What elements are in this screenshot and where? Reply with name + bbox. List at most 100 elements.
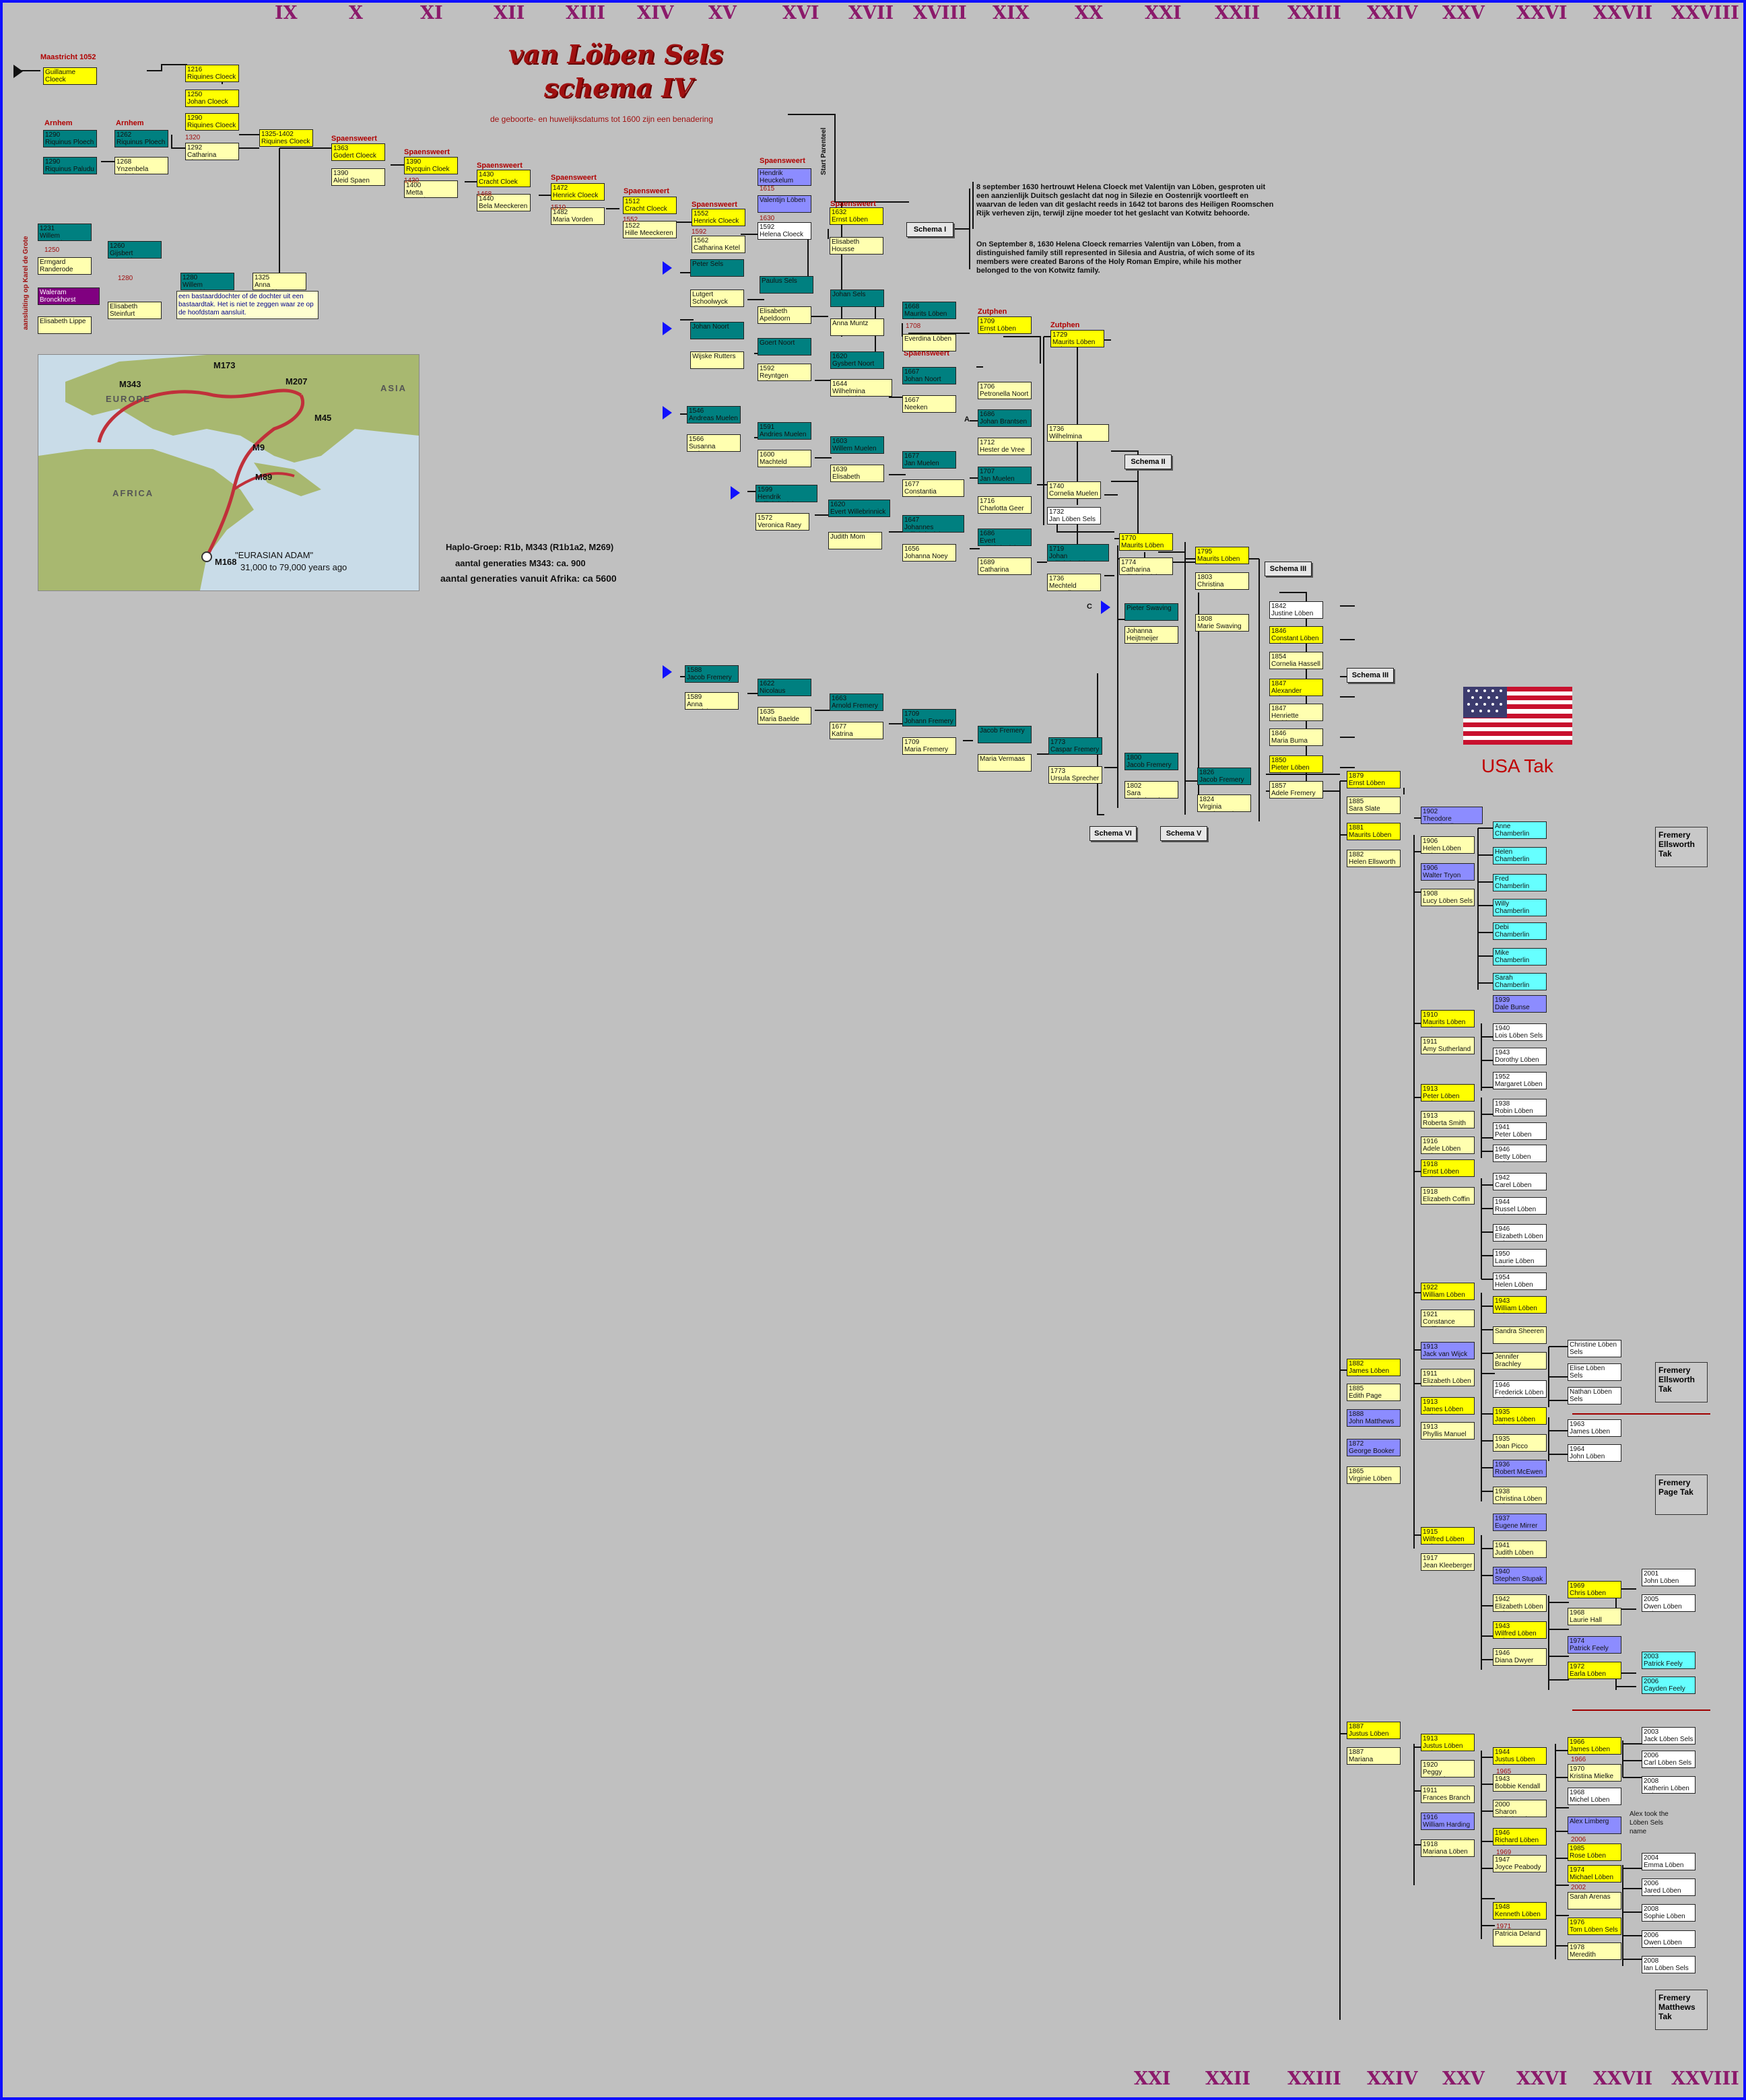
person-box[interactable]: 1732 Jan Löben Sels: [1047, 507, 1101, 524]
person-box[interactable]: Paulus Sels: [760, 276, 813, 294]
person-box[interactable]: 1656 Johanna Noey: [902, 544, 956, 562]
person-box[interactable]: 1667 Johan Noort: [902, 367, 956, 384]
person-box[interactable]: 1911 Amy Sutherland: [1421, 1037, 1475, 1054]
person-box[interactable]: 1976 Tom Löben Sels: [1568, 1918, 1621, 1935]
person-box[interactable]: 1773 Ursula Sprecher: [1048, 766, 1102, 784]
branch-arrow-icon[interactable]: [1101, 601, 1110, 614]
schema-link-vi[interactable]: Schema VI: [1089, 826, 1137, 841]
person-box[interactable]: 2008 Ian Löben Sels: [1642, 1956, 1695, 1973]
person-box[interactable]: Ermgard Randerode: [38, 257, 92, 275]
person-box[interactable]: 1968 Laurie Hall: [1568, 1608, 1621, 1625]
person-box[interactable]: 1677 Jan Muelen: [902, 451, 956, 469]
person-box[interactable]: Goert Noort: [758, 338, 811, 355]
person-box[interactable]: 1911 Frances Branch: [1421, 1786, 1475, 1803]
person-box[interactable]: Elisabeth Apeldoorn: [758, 306, 811, 324]
person-box[interactable]: 1620 Evert Willebrinnick: [828, 500, 890, 517]
person-box[interactable]: 1709 Maria Fremery: [902, 737, 956, 755]
person-box[interactable]: 1913 Phyllis Manuel: [1421, 1422, 1475, 1439]
person-box[interactable]: Elisabeth Steinfurt: [108, 302, 162, 319]
person-box[interactable]: 1826 Jacob Fremery: [1197, 768, 1251, 785]
person-box[interactable]: 1546 Andreas Muelen: [687, 406, 741, 424]
person-box[interactable]: 1390 Rycquin Cloek: [404, 157, 458, 174]
person-box[interactable]: 1808 Marie Swaving: [1195, 614, 1249, 632]
branch-arrow-icon[interactable]: [663, 322, 672, 335]
person-box[interactable]: Christine Löben Sels: [1568, 1340, 1621, 1357]
person-box[interactable]: 1857 Adele Fremery: [1269, 781, 1323, 799]
person-box[interactable]: 1706 Petronella Noort: [978, 382, 1032, 399]
person-box[interactable]: 1906 Walter Tryon: [1421, 863, 1475, 881]
person-box[interactable]: 1603 Willem Muelen: [830, 436, 884, 454]
person-box[interactable]: 1773 Caspar Fremery: [1048, 737, 1102, 755]
person-box[interactable]: Valentijn Löben: [758, 195, 811, 213]
person-box[interactable]: 1940 Stephen Stupak: [1493, 1567, 1547, 1584]
person-box[interactable]: Nathan Löben Sels: [1568, 1387, 1621, 1404]
person-box[interactable]: 1562 Catharina Ketel: [692, 236, 745, 253]
branch-arrow-icon[interactable]: [731, 486, 740, 500]
person-box[interactable]: 1846 Maria Buma: [1269, 729, 1323, 746]
person-box[interactable]: 1440 Bela Meeckeren: [477, 194, 531, 211]
person-box[interactable]: 1740 Cornelia Muelen: [1047, 481, 1101, 499]
person-box[interactable]: Elise Löben Sels: [1568, 1363, 1621, 1381]
branch-arrow-icon[interactable]: [663, 665, 672, 679]
person-box[interactable]: 1916 William Harding: [1421, 1813, 1475, 1830]
person-box[interactable]: Everdina Löben: [902, 334, 956, 351]
person-box[interactable]: 1325-1402 Riquines Cloeck: [259, 129, 313, 147]
person-box[interactable]: Elisabeth Housse: [830, 237, 883, 255]
person-box[interactable]: Patricia Deland: [1493, 1929, 1547, 1946]
person-box[interactable]: 1888 John Matthews: [1347, 1409, 1401, 1427]
person-box[interactable]: Peter Sels: [690, 259, 744, 277]
person-box[interactable]: Pieter Swaving: [1124, 603, 1178, 621]
person-box[interactable]: 1512 Cracht Cloeck: [623, 197, 677, 214]
person-box[interactable]: 2006 Carl Löben Sels: [1642, 1751, 1695, 1768]
person-box[interactable]: 1913 Jack van Wijck: [1421, 1342, 1475, 1359]
person-box[interactable]: 1943 Bobbie Kendall: [1493, 1774, 1547, 1792]
person-box[interactable]: 2006 Cayden Feely: [1642, 1676, 1695, 1694]
person-box[interactable]: Mike Chamberlin: [1493, 948, 1547, 966]
person-box[interactable]: Guillaume Cloeck: [43, 67, 97, 85]
person-box[interactable]: 1974 Patrick Feely: [1568, 1636, 1621, 1654]
person-box[interactable]: 1290 Riquinus Ploech: [43, 130, 97, 147]
person-box[interactable]: 1686 Johan Brantsen: [978, 409, 1032, 427]
